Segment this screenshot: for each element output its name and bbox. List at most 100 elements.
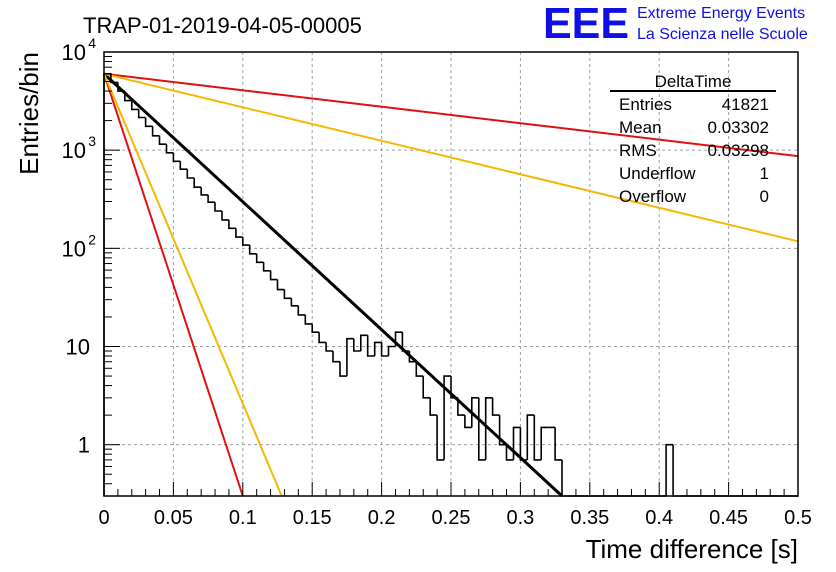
y-tick-label: 10 <box>62 40 86 65</box>
x-tick-label: 0.1 <box>229 507 257 529</box>
y-tick-label: 1 <box>78 433 90 458</box>
stats-box-name: DeltaTime <box>655 72 732 91</box>
x-tick-label: 0.4 <box>645 507 673 529</box>
x-tick-label: 0.25 <box>432 507 471 529</box>
stats-row-label: Entries <box>619 95 672 114</box>
histogram-bin <box>165 144 174 154</box>
x-tick-label: 0.2 <box>368 507 396 529</box>
histogram-bin <box>498 415 507 446</box>
y-tick-label: 10 <box>66 335 90 360</box>
y-tick-label: 10 <box>62 236 86 261</box>
histogram-bin <box>491 397 500 416</box>
x-tick-label: 0.35 <box>570 507 609 529</box>
x-axis-label: Time difference [s] <box>586 534 798 564</box>
histogram-bin <box>235 228 243 238</box>
series-line-2 <box>103 73 283 497</box>
histogram-bin <box>360 334 368 351</box>
histogram-bin <box>353 338 361 352</box>
x-tick-label: 0.15 <box>293 507 332 529</box>
histogram-bin <box>276 279 285 291</box>
x-tick-label: 0.3 <box>506 507 534 529</box>
histogram-bin <box>401 332 410 352</box>
chart-title: TRAP-01-2019-04-05-00005 <box>83 13 362 38</box>
histogram-bin <box>262 262 271 272</box>
histogram-bin <box>533 415 542 461</box>
histogram-bin <box>346 337 354 377</box>
histogram-bin <box>144 117 153 128</box>
histogram-bin <box>554 427 562 461</box>
histogram-bin <box>172 152 181 163</box>
histogram-bin <box>436 415 445 461</box>
histogram-bin <box>505 444 514 461</box>
histogram-bin <box>484 397 493 460</box>
stats-row-label: Overflow <box>619 187 687 206</box>
histogram-bin <box>339 361 347 377</box>
stats-row-value: 0 <box>760 187 769 206</box>
stats-row-label: Underflow <box>619 164 696 183</box>
stats-row-value: 41821 <box>722 95 769 114</box>
histogram-bin <box>457 397 465 416</box>
histogram-bin <box>110 73 118 84</box>
histogram-bin <box>408 351 417 363</box>
histogram-bin <box>131 100 139 111</box>
histogram-bin <box>137 109 146 119</box>
histogram-bin <box>200 187 209 196</box>
x-tick-label: 0.45 <box>709 507 748 529</box>
series-line-3 <box>103 72 799 158</box>
histogram-bin <box>242 237 250 246</box>
histogram-bin <box>179 161 188 170</box>
stats-row-value: 0.03298 <box>708 141 769 160</box>
histogram-bin <box>311 323 320 333</box>
stats-row-label: Mean <box>619 118 662 137</box>
histogram-bin <box>429 397 438 416</box>
histogram-bin <box>443 375 451 460</box>
histogram-bin <box>186 169 195 179</box>
histogram-bin <box>373 341 382 356</box>
histogram-bin <box>512 426 521 460</box>
histogram-bin <box>450 376 458 399</box>
histogram-bin <box>214 202 222 212</box>
series-line-1 <box>103 73 244 497</box>
y-tick-exponent: 2 <box>88 231 96 247</box>
histogram-bin <box>415 361 424 377</box>
histogram-bin <box>221 211 229 221</box>
histogram-bin <box>519 427 528 461</box>
histogram-bin <box>283 289 292 300</box>
histogram-bin <box>471 397 479 428</box>
histogram-bin <box>255 253 264 264</box>
histogram-bin <box>151 126 160 137</box>
x-tick-label: 0 <box>98 507 109 529</box>
histogram-bin <box>297 305 306 316</box>
histogram-bin <box>422 376 431 399</box>
logo-mark: EEE <box>543 0 629 48</box>
stats-row-label: RMS <box>619 141 657 160</box>
y-tick-exponent: 4 <box>88 35 96 51</box>
series-line-4 <box>103 72 799 243</box>
histogram-bin <box>332 351 340 363</box>
histogram-bin <box>387 345 396 356</box>
logo-line1: Extreme Energy Events <box>637 5 805 22</box>
histogram-bin <box>526 414 535 460</box>
histogram-bin <box>248 245 257 255</box>
y-tick-label: 10 <box>62 138 86 163</box>
logo-line2: La Scienza nelle Scuole <box>637 26 808 43</box>
histogram-bin <box>124 91 132 102</box>
stats-row-value: 1 <box>760 164 769 183</box>
histogram-bin <box>117 82 125 92</box>
histogram-bin <box>158 135 167 145</box>
stats-row-value: 0.03302 <box>708 118 769 137</box>
histogram-bin <box>394 331 403 347</box>
eee-logo: EEE Extreme Energy Events La Scienza nel… <box>543 0 808 48</box>
histogram-bin <box>325 342 333 352</box>
histogram-bin <box>318 332 327 344</box>
y-axis-label: Entries/bin <box>14 52 44 175</box>
histogram-bin <box>380 342 389 357</box>
x-tick-label: 0.5 <box>784 507 812 529</box>
x-ticks: 0 0.05 0.1 0.15 0.2 0.25 0.3 0.35 0.4 0.45 0.5 <box>98 482 812 529</box>
histogram-bin <box>540 426 549 460</box>
histogram-bin <box>207 194 215 203</box>
y-tick-exponent: 3 <box>88 133 96 149</box>
histogram-bin <box>290 298 299 307</box>
